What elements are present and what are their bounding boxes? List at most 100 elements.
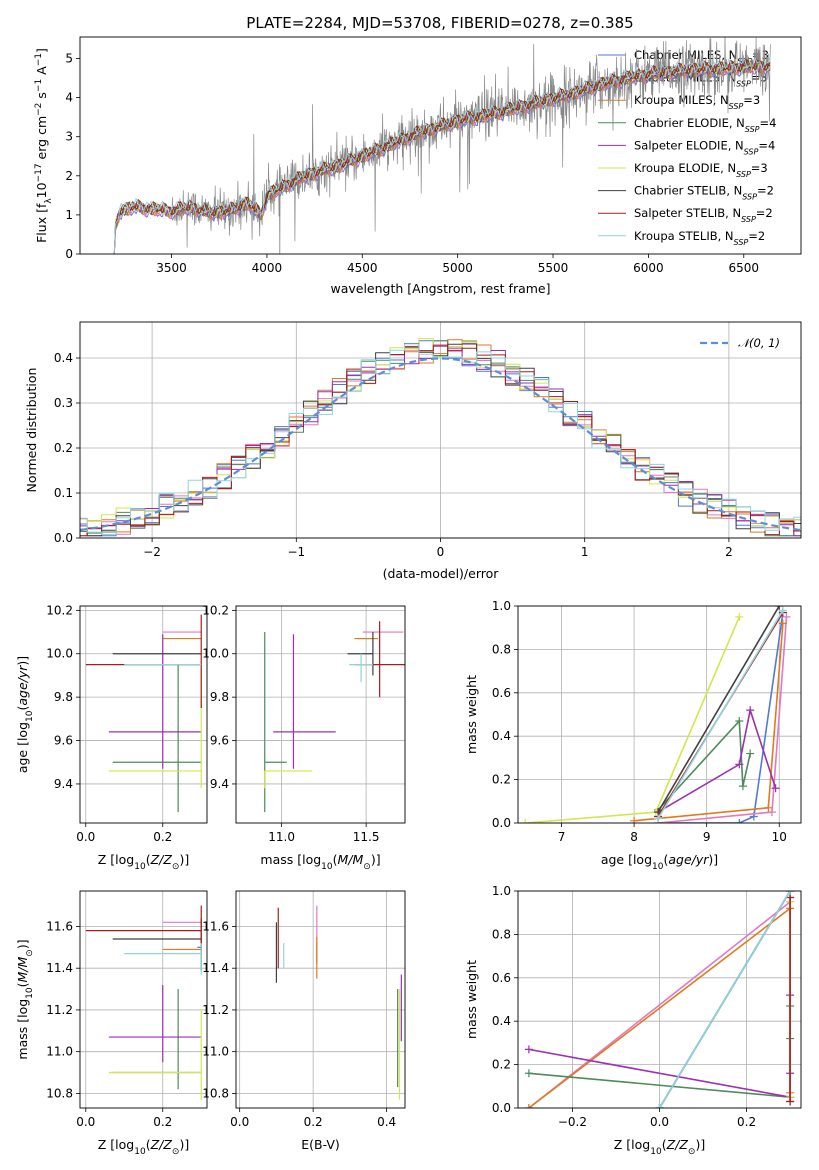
spectrum-ytick-label-5: 5 <box>65 52 73 66</box>
mass-weight-vs-Z-marker-7-0 <box>786 1097 795 1106</box>
residuals-ylabel: Normed distribution <box>24 368 39 493</box>
residuals-normal-curve <box>80 357 801 532</box>
mass-vs-Z-marks <box>85 905 202 1100</box>
residuals-hist-chabrier-stelib <box>80 343 801 537</box>
spectrum-model-kroupa-stelib <box>113 57 771 254</box>
mass-vs-ebv-ytick-label-2: 11.2 <box>202 1003 229 1017</box>
spectrum-legend-entry-6: Chabrier STELIB, NSSP=2 <box>634 184 774 202</box>
mass-weight-vs-age-marker-2-0 <box>630 816 639 823</box>
spectrum-axes: 3500 4000 4500 5000 5500 6000 6500 0 1 2 3 4 5 wavele… <box>34 48 776 296</box>
residuals-ytick-label-0: 0.0 <box>54 531 73 545</box>
mass-weight-vs-Z-ytick-label-4: 0.8 <box>492 927 511 941</box>
spectrum-legend-entry-5: Kroupa ELODIE, NSSP=3 <box>634 161 768 179</box>
spectrum-xtick-label-6: 6500 <box>729 261 760 275</box>
spectrum-model-salpeter-stelib <box>113 58 771 254</box>
spectrum-ytick-label-2: 2 <box>65 169 73 183</box>
mass-weight-vs-age-marker-8-1 <box>778 606 787 615</box>
mass-weight-vs-Z-frame <box>517 890 802 1109</box>
age-vs-mass-ytick-label-4: 10.2 <box>202 603 229 617</box>
age-vs-mass-xlabel: mass [log10(M/M⊙)] <box>260 852 380 872</box>
age-vs-Z-ylabel: age [log10(age/yr)] <box>15 656 35 773</box>
mass-vs-ebv-xtick-label-0: 0.0 <box>230 1115 249 1129</box>
mass-weight-vs-age-xtick-label-3: 10 <box>772 830 787 844</box>
mass-weight-vs-age-marker-3-2 <box>738 782 747 791</box>
spectrum-ylabel: Flux [fλ10−17 erg cm−2 s−1 A−1] <box>34 48 54 243</box>
spectrum-ytick-label-3: 3 <box>65 130 73 144</box>
mass-weight-vs-Z-xtick-label-2: 0.2 <box>737 1115 756 1129</box>
mass-vs-Z-ytick-label-4: 11.6 <box>46 919 73 933</box>
age-vs-Z-xtick-label-1: 0.2 <box>153 830 172 844</box>
mass-weight-vs-age-xtick-label-2: 9 <box>703 830 711 844</box>
mass-vs-Z-ytick-label-2: 11.2 <box>46 1003 73 1017</box>
age-vs-mass-xtick-label-0: 11.0 <box>268 830 295 844</box>
mass-vs-ebv-xlabel: E(B-V) <box>301 1137 340 1152</box>
mass-vs-Z-xlabel: Z [log10(Z/Z⊙)] <box>98 1137 189 1157</box>
mass-vs-ebv-ytick-label-3: 11.4 <box>202 961 229 975</box>
mass-vs-Z-axes: 0.0 0.2 10.8 11.0 11.2 11.4 11.6 Z [log10(Z/Z⊙)… <box>15 891 207 1157</box>
mass-weight-vs-Z-marks <box>524 891 795 1108</box>
mass-weight-vs-Z-ytick-label-0: 0.0 <box>492 1101 511 1115</box>
spectrum-model-chabrier-elodie <box>113 61 771 254</box>
mass-weight-vs-age-frame <box>517 605 802 824</box>
mass-vs-Z-ylabel: mass [log10(M/M⊙)] <box>15 939 35 1059</box>
mass-weight-vs-age-marks <box>521 606 791 823</box>
age-vs-mass-axes: 11.0 11.5 9.4 9.6 9.8 10.0 10.2 mass [log10(M/M… <box>202 603 405 872</box>
mass-weight-vs-Z-marker-8-1 <box>786 891 795 895</box>
mass-vs-ebv-ytick-label-4: 11.6 <box>202 919 229 933</box>
mass-weight-vs-age-marker-2-1 <box>764 803 773 812</box>
spectrum-ytick-label-1: 1 <box>65 208 73 222</box>
spectrum-xtick-label-5: 6000 <box>633 261 664 275</box>
mass-weight-vs-age-ytick-label-5: 1.0 <box>492 599 511 613</box>
residuals-hist-salpeter-elodie <box>80 345 801 537</box>
mass-weight-vs-age-marker-6-1 <box>775 606 784 610</box>
mass-weight-vs-Z-ytick-label-1: 0.2 <box>492 1058 511 1072</box>
mass-weight-vs-age-marker-2-2 <box>778 619 787 628</box>
spectrum-model-salpeter-elodie <box>113 60 771 254</box>
mass-vs-Z-ytick-label-1: 11.0 <box>46 1045 73 1059</box>
age-vs-Z-ytick-label-0: 9.4 <box>54 777 73 791</box>
mass-weight-vs-age-marker-4-3 <box>771 784 780 793</box>
mass-weight-vs-Z-series-8 <box>658 891 791 1108</box>
spectrum-xtick-label-0: 3500 <box>156 261 187 275</box>
mass-weight-vs-age-marker-1-1 <box>767 808 776 817</box>
mass-vs-Z-ytick-label-0: 10.8 <box>46 1086 73 1100</box>
mass-weight-vs-age-xtick-label-0: 7 <box>558 830 566 844</box>
mass-weight-vs-age-xlabel: age [log10(age/yr)] <box>601 852 718 872</box>
spectrum-legend-entry-8: Kroupa STELIB, NSSP=2 <box>634 229 765 247</box>
residuals-legend-entry: 𝒩(0, 1) <box>738 336 780 350</box>
mass-weight-vs-age-marker-5-2 <box>735 612 744 621</box>
residuals-xtick-label-1: −1 <box>287 545 305 559</box>
residuals-marks <box>80 338 801 537</box>
mass-weight-vs-age-marker-4-2 <box>746 706 755 715</box>
mass-weight-vs-age-ytick-label-1: 0.2 <box>492 773 511 787</box>
plots-layer: 3500 4000 4500 5000 5500 6000 6500 0 1 2 3 4 5 wavele… <box>15 36 802 1157</box>
mass-weight-vs-age-marker-8-0 <box>654 814 663 823</box>
age-vs-Z-ytick-label-1: 9.6 <box>54 734 73 748</box>
age-vs-Z-ytick-label-2: 9.8 <box>54 690 73 704</box>
residuals-xlabel: (data-model)/error <box>383 566 500 581</box>
age-vs-mass-ytick-label-1: 9.6 <box>210 734 229 748</box>
age-vs-mass-xtick-label-1: 11.5 <box>353 830 380 844</box>
mass-weight-vs-age-marker-1-2 <box>782 612 791 621</box>
spectrum-model-kroupa-elodie <box>113 59 771 254</box>
age-vs-Z-frame <box>79 605 208 824</box>
residuals-hist-kroupa-stelib <box>80 343 801 535</box>
mass-weight-vs-Z-marker-8-0 <box>655 1104 664 1108</box>
age-vs-mass-ytick-label-2: 9.8 <box>210 690 229 704</box>
mass-weight-vs-age-series-4 <box>657 707 777 813</box>
residuals-xtick-label-0: −2 <box>143 545 161 559</box>
mass-weight-vs-Z-marker-2-0 <box>524 1104 533 1108</box>
mass-weight-vs-age-marker-3-1 <box>735 717 744 726</box>
mass-weight-vs-age-marker-4-1 <box>735 760 744 769</box>
age-vs-Z-xtick-label-0: 0.0 <box>76 830 95 844</box>
spectrum-xtick-label-1: 4000 <box>252 261 283 275</box>
spectrum-xtick-label-4: 5500 <box>538 261 569 275</box>
age-vs-Z-marks <box>85 614 202 813</box>
mass-vs-ebv-marks <box>275 905 402 1100</box>
mass-vs-Z-frame <box>79 890 208 1109</box>
residuals-ytick-label-3: 0.3 <box>54 396 73 410</box>
mass-vs-Z-xtick-label-1: 0.2 <box>153 1115 172 1129</box>
mass-vs-Z-ytick-label-3: 11.4 <box>46 961 73 975</box>
mass-vs-ebv-frame <box>235 890 406 1109</box>
